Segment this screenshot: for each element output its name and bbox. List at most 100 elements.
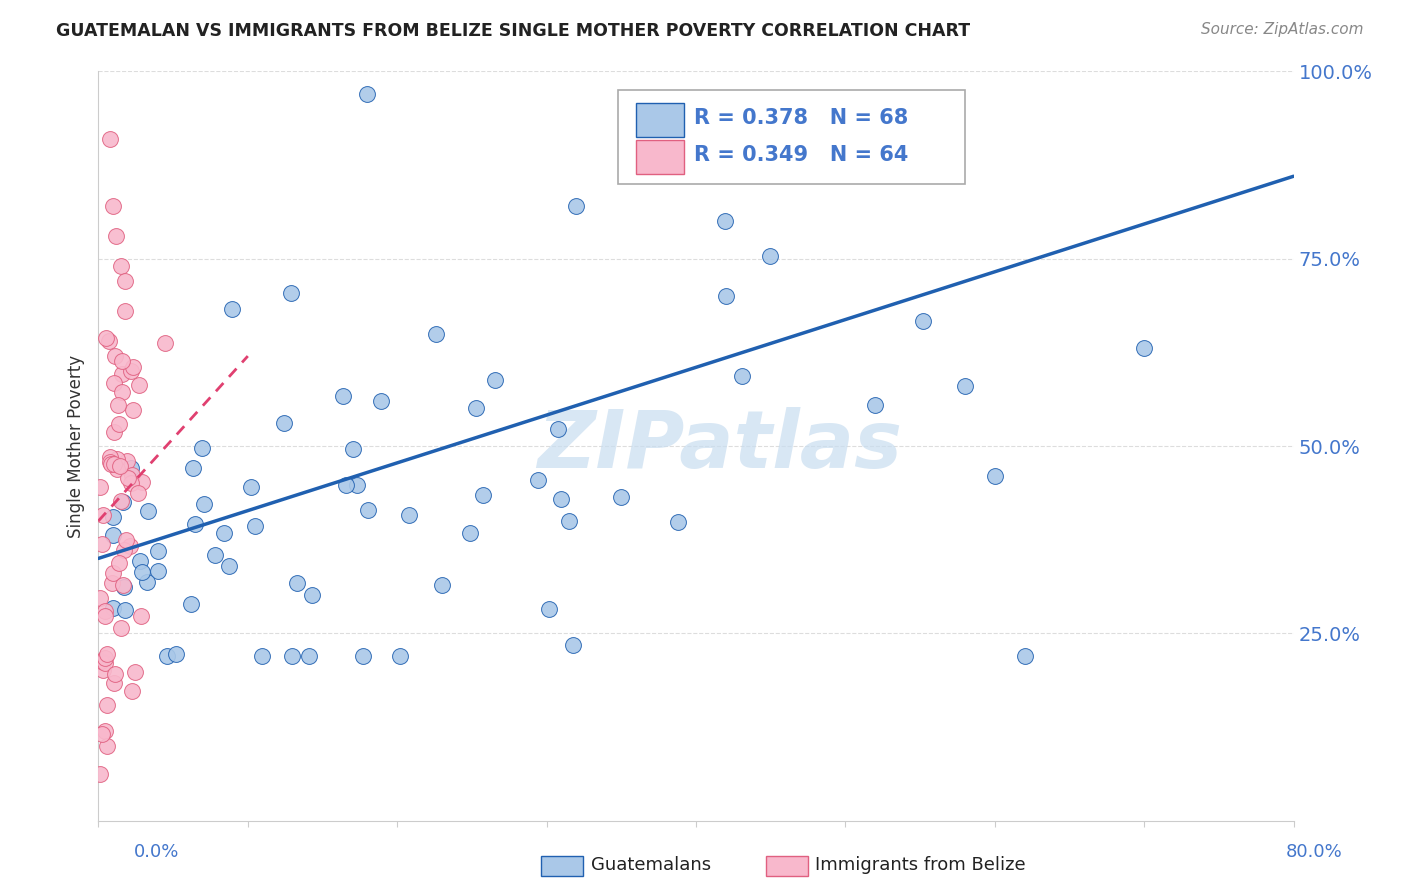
Text: Source: ZipAtlas.com: Source: ZipAtlas.com bbox=[1201, 22, 1364, 37]
Point bbox=[181, 461, 204, 475]
Point bbox=[245, 519, 267, 533]
Text: R = 0.378   N = 68: R = 0.378 N = 68 bbox=[693, 108, 908, 128]
Point bbox=[221, 301, 243, 316]
Point bbox=[111, 578, 134, 592]
Point bbox=[547, 421, 569, 435]
Point bbox=[458, 526, 481, 541]
Point bbox=[281, 648, 304, 663]
Point bbox=[280, 286, 302, 301]
Text: Guatemalans: Guatemalans bbox=[591, 856, 710, 874]
Point bbox=[121, 364, 143, 378]
Point bbox=[110, 494, 132, 508]
Point bbox=[91, 537, 114, 551]
Point bbox=[98, 450, 121, 464]
Point bbox=[121, 684, 143, 698]
Text: Immigrants from Belize: Immigrants from Belize bbox=[815, 856, 1026, 874]
Point bbox=[298, 648, 321, 663]
Point bbox=[98, 132, 122, 146]
Point bbox=[240, 480, 263, 494]
Point bbox=[103, 376, 125, 390]
Point bbox=[301, 589, 323, 603]
Point bbox=[98, 334, 121, 348]
Point bbox=[550, 491, 572, 506]
Point bbox=[537, 601, 560, 615]
Point bbox=[91, 508, 114, 522]
Point bbox=[104, 349, 127, 363]
Text: 0.0%: 0.0% bbox=[134, 843, 179, 861]
Point bbox=[108, 458, 131, 473]
Point bbox=[115, 533, 138, 547]
Point bbox=[285, 575, 308, 590]
Point bbox=[111, 354, 134, 368]
Point bbox=[112, 543, 135, 558]
Point bbox=[370, 393, 392, 408]
Point bbox=[114, 304, 136, 318]
Point bbox=[101, 566, 124, 580]
Point bbox=[111, 384, 134, 399]
Point bbox=[89, 767, 111, 781]
Point bbox=[129, 609, 152, 624]
Point bbox=[1133, 341, 1156, 355]
Point bbox=[352, 648, 374, 663]
Point bbox=[127, 486, 149, 500]
Point bbox=[120, 461, 142, 475]
Point bbox=[527, 473, 550, 487]
Point bbox=[204, 548, 226, 562]
Point bbox=[112, 580, 135, 594]
Point bbox=[332, 388, 354, 402]
Point bbox=[484, 373, 506, 387]
Point bbox=[165, 647, 187, 661]
Point bbox=[90, 654, 112, 668]
Point bbox=[398, 508, 420, 523]
Point bbox=[121, 403, 143, 417]
Point bbox=[124, 665, 146, 679]
Point bbox=[103, 601, 125, 615]
Point bbox=[98, 455, 121, 469]
Point bbox=[117, 471, 139, 485]
Point bbox=[108, 556, 131, 570]
Point bbox=[953, 379, 976, 393]
Point bbox=[122, 360, 145, 375]
Point bbox=[96, 698, 118, 713]
Point bbox=[128, 554, 150, 568]
Point bbox=[425, 327, 447, 342]
Point bbox=[115, 454, 138, 468]
Point bbox=[136, 504, 159, 518]
Point bbox=[342, 442, 364, 457]
Text: ZIPatlas: ZIPatlas bbox=[537, 407, 903, 485]
Point bbox=[120, 475, 142, 490]
Point bbox=[103, 667, 125, 681]
Point bbox=[114, 274, 136, 288]
Point bbox=[131, 565, 153, 579]
Point bbox=[156, 648, 179, 663]
Point bbox=[146, 564, 169, 578]
Point bbox=[471, 487, 494, 501]
Point bbox=[94, 331, 117, 345]
Point bbox=[107, 417, 129, 431]
Text: R = 0.349   N = 64: R = 0.349 N = 64 bbox=[693, 145, 908, 165]
Point bbox=[863, 398, 886, 412]
Point bbox=[111, 368, 134, 382]
Point bbox=[103, 676, 125, 690]
FancyBboxPatch shape bbox=[619, 90, 965, 184]
Point bbox=[218, 558, 240, 573]
Point bbox=[103, 457, 125, 471]
Point bbox=[666, 515, 689, 529]
Point bbox=[759, 250, 782, 264]
Point bbox=[714, 213, 737, 227]
Point bbox=[180, 598, 202, 612]
Point bbox=[94, 650, 117, 665]
Point bbox=[335, 477, 357, 491]
Point bbox=[191, 441, 214, 455]
Point bbox=[193, 497, 215, 511]
Point bbox=[103, 199, 125, 213]
Point bbox=[183, 516, 205, 531]
Text: 80.0%: 80.0% bbox=[1286, 843, 1343, 861]
Point bbox=[357, 503, 380, 517]
Point bbox=[714, 289, 737, 303]
Point bbox=[110, 621, 132, 635]
Point bbox=[155, 336, 177, 351]
Point bbox=[105, 462, 128, 476]
Point bbox=[121, 467, 143, 482]
Point bbox=[91, 663, 114, 677]
